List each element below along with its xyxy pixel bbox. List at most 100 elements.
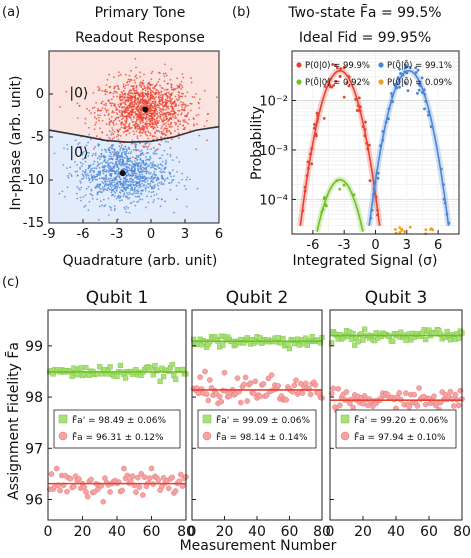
- histogram-point: [301, 209, 305, 213]
- histogram-point: [414, 71, 418, 74]
- scatter-point: [148, 101, 150, 104]
- circle-marker: [76, 476, 82, 482]
- square-marker: [169, 361, 175, 368]
- scatter-point: [84, 156, 87, 159]
- scatter-point: [152, 111, 155, 113]
- panel-label-a: (a): [2, 5, 20, 20]
- histogram-point: [443, 201, 447, 205]
- panel-label-c: (c): [2, 275, 19, 290]
- scatter-point: [137, 154, 140, 157]
- scatter-point: [164, 88, 166, 91]
- circle-marker: [84, 493, 91, 500]
- scatter-point: [97, 183, 100, 186]
- scatter-point: [107, 159, 109, 162]
- circle-marker: [312, 382, 319, 388]
- scatter-point: [108, 147, 111, 149]
- histogram-point: [379, 144, 382, 148]
- scatter-point: [135, 122, 138, 124]
- scatter-point: [83, 206, 86, 208]
- scatter-point: [144, 130, 147, 133]
- scatter-point: [78, 142, 81, 144]
- cluster-center-1: [119, 170, 126, 177]
- scatter-point: [136, 113, 139, 116]
- scatter-point: [145, 167, 148, 170]
- scatter-point: [119, 115, 122, 117]
- scatter-point: [181, 178, 184, 181]
- scatter-point: [173, 211, 175, 214]
- circle-marker: [263, 392, 270, 399]
- scatter-point: [157, 188, 160, 191]
- scatter-point: [150, 195, 153, 198]
- scatter-point: [125, 133, 128, 136]
- scatter-point: [147, 117, 149, 119]
- scatter-point: [139, 122, 142, 125]
- scatter-point: [148, 143, 151, 145]
- scatter-point: [99, 172, 102, 175]
- scatter-point: [96, 161, 99, 164]
- scatter-point: [149, 124, 151, 127]
- scatter-point: [112, 133, 115, 136]
- legend-entry: F̄a' = 99.20 ± 0.06%: [354, 414, 448, 426]
- decision-boundary: [48, 125, 220, 144]
- scatter-point: [79, 196, 82, 199]
- scatter-point: [126, 129, 129, 132]
- scatter-point: [75, 192, 78, 195]
- circle-marker: [133, 489, 139, 495]
- histogram-point: [376, 171, 380, 175]
- scatter-point: [127, 147, 130, 150]
- scatter-point: [111, 151, 114, 153]
- scatter-point: [162, 87, 164, 90]
- scatter-point: [112, 162, 114, 165]
- scatter-point: [144, 101, 146, 103]
- scatter-point: [161, 165, 164, 167]
- scatter-point: [110, 191, 113, 194]
- scatter-point: [162, 117, 165, 119]
- histogram-series-2: [314, 176, 366, 233]
- scatter-point: [163, 168, 166, 171]
- scatter-point: [166, 97, 169, 99]
- scatter-point: [152, 185, 155, 188]
- y-tick-label: -5: [31, 130, 44, 145]
- histogram-point: [398, 231, 402, 234]
- scatter-point: [101, 89, 104, 92]
- scatter-point: [101, 100, 104, 103]
- scatter-point: [127, 172, 130, 175]
- circle-marker: [140, 492, 146, 498]
- scatter-point: [88, 152, 90, 154]
- scatter-point: [133, 133, 136, 136]
- scatter-point: [162, 72, 165, 75]
- scatter-point: [138, 84, 141, 87]
- scatter-point: [104, 90, 107, 93]
- scatter-point: [126, 160, 128, 163]
- scatter-point: [152, 181, 155, 184]
- scatter-point: [67, 176, 70, 179]
- scatter-point: [117, 87, 120, 89]
- scatter-point: [162, 114, 165, 117]
- scatter-point: [134, 81, 137, 84]
- scatter-point: [140, 159, 143, 162]
- scatter-point: [135, 155, 138, 157]
- scatter-point: [94, 146, 97, 148]
- scatter-point: [125, 180, 128, 182]
- histogram-point: [364, 120, 367, 124]
- scatter-point: [137, 116, 140, 119]
- circle-marker: [447, 388, 454, 395]
- scatter-point: [137, 149, 140, 152]
- scatter-point: [165, 99, 168, 102]
- circle-marker: [244, 398, 251, 404]
- scatter-point: [170, 105, 173, 108]
- scatter-point: [121, 144, 123, 147]
- scatter-point: [156, 176, 159, 179]
- histogram-point: [357, 104, 360, 108]
- x-tick-label: 40: [248, 524, 266, 540]
- scatter-point: [157, 164, 160, 166]
- scatter-point: [111, 158, 114, 160]
- scatter-point: [125, 211, 128, 214]
- scatter-point: [185, 205, 188, 208]
- scatter-point: [110, 147, 113, 150]
- scatter-point: [144, 181, 147, 184]
- scatter-point: [79, 161, 82, 164]
- scatter-point: [161, 130, 163, 133]
- x-tick-label: 0: [188, 524, 197, 540]
- scatter-point: [122, 101, 124, 104]
